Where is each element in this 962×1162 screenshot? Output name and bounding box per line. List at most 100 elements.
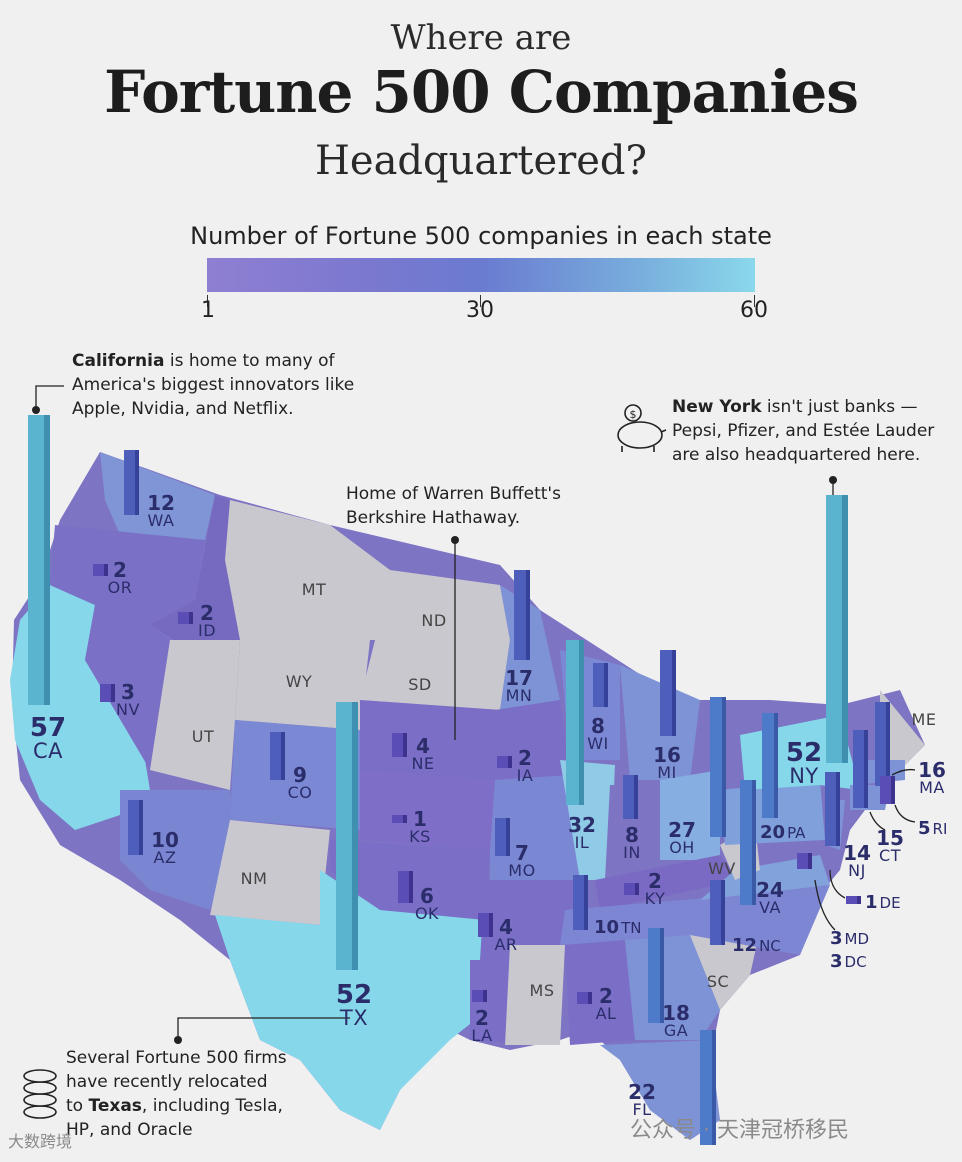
state-in (605, 785, 660, 880)
bar-in (623, 775, 634, 819)
ca-leader-line (35, 385, 64, 410)
state-label-wy: WY (285, 672, 313, 691)
bar-nv (100, 684, 111, 702)
state-mt (225, 500, 390, 640)
bar-co (270, 732, 281, 780)
tx-leader-line (177, 1017, 350, 1040)
state-label-va: 24 VA (756, 878, 784, 917)
bar-ne (392, 733, 403, 757)
state-label-id: 2 ID (197, 601, 217, 640)
state-nm (210, 820, 330, 925)
state-label-ks: 1 KS (409, 807, 431, 846)
state-label-wa: 12 WA (147, 491, 175, 530)
state-me (880, 690, 925, 770)
state-label-ms: MS (529, 981, 555, 1000)
state-ar (480, 880, 580, 960)
state-label-wi: 8 WI (587, 714, 609, 753)
bar-ks (392, 815, 403, 823)
md-arrow (814, 879, 836, 931)
state-label-in: 8 IN (623, 823, 641, 862)
main-title: Fortune 500 Companies (104, 58, 859, 126)
state-az (120, 790, 235, 910)
bar-tx (336, 702, 352, 970)
bar-oh (710, 697, 722, 837)
state-label-il: 32 IL (568, 813, 596, 852)
state-label-az: 10 AZ (151, 828, 179, 867)
piggy-bank-icon (617, 404, 667, 452)
bar-ri (880, 776, 891, 804)
state-label-nj: 14 NJ (843, 841, 871, 880)
texas-annotation: Several Fortune 500 firms have recently … (66, 1048, 287, 1140)
state-label-ga: 18 GA (662, 1001, 690, 1040)
state-oh (660, 770, 720, 860)
bar-al (577, 992, 588, 1004)
state-label-ar: 4 AR (494, 915, 518, 954)
state-label-me: ME (911, 710, 937, 729)
state-label-wv: WV (708, 859, 736, 878)
bar-nc (710, 880, 721, 945)
state-label-ut: UT (191, 727, 215, 746)
bar-mn (514, 570, 526, 660)
state-label-co: 9 CO (287, 763, 313, 802)
state-label-ct: 15 CT (876, 826, 904, 865)
state-fl (600, 1040, 720, 1140)
state-label-ri: 5 RI (918, 818, 948, 839)
bar-va (740, 780, 752, 905)
state-label-tx: 52 TX (335, 980, 373, 1030)
state-ut (150, 640, 240, 790)
state-label-ny: 52 NY (785, 738, 823, 788)
state-co (230, 720, 360, 830)
legend-tick-min (207, 295, 208, 307)
piggy-dollar-glyph: $ (630, 408, 637, 421)
bar-wi (593, 663, 604, 707)
state-sc (690, 930, 760, 1010)
state-label-oh: 27 OH (668, 818, 696, 857)
state-ky (595, 855, 740, 910)
legend-title: Number of Fortune 500 companies in each … (190, 222, 772, 250)
state-label-ca: 57 CA (29, 713, 67, 763)
bar-ct (853, 730, 864, 808)
bar-mi (660, 650, 672, 736)
state-label-fl: 22 FL (628, 1080, 656, 1119)
state-label-nd: ND (421, 611, 447, 630)
bar-il (566, 640, 579, 805)
bar-ga (648, 928, 660, 1023)
state-label-sd: SD (408, 675, 432, 694)
state-nv (85, 605, 170, 770)
nebraska-annotation: Home of Warren Buffett's Berkshire Hatha… (346, 484, 561, 528)
state-label-nc: 12 NC (732, 935, 781, 956)
new-york-annotation: New York isn't just banks — Pepsi, Pfize… (672, 397, 935, 465)
state-label-nm: NM (240, 869, 268, 888)
state-label-la: 2 LA (471, 1006, 493, 1045)
bar-az (128, 800, 139, 855)
tx-leader-dot (174, 1036, 182, 1044)
coin-stack-icon (23, 1069, 57, 1119)
legend-tick-mid (480, 295, 481, 307)
state-label-mo: 7 MO (508, 841, 536, 880)
bar-ky (624, 883, 635, 895)
bar-ia (497, 756, 508, 768)
state-label-mi: 16 MI (653, 743, 681, 782)
bar-ma (875, 702, 886, 786)
state-label-md: 3 MD (830, 928, 870, 949)
state-ia (495, 700, 570, 780)
bar-mo (495, 818, 506, 856)
state-label-pa: 20 PA (760, 822, 806, 843)
state-label-al: 2 AL (595, 984, 617, 1023)
state-id (150, 495, 240, 650)
state-label-tn: 10 TN (594, 917, 642, 938)
de-arrow (829, 869, 846, 899)
bar-or (93, 564, 104, 576)
ri-arrow (894, 804, 916, 823)
legend-gradient-bar (207, 258, 755, 292)
ne-leader-dot (451, 536, 459, 544)
bar-fl (700, 1030, 712, 1145)
state-label-ky: 2 KY (644, 869, 666, 908)
bar-ny (826, 495, 842, 763)
state-al (565, 940, 635, 1045)
ct-arrow (869, 811, 886, 831)
state-label-ia: 2 IA (516, 746, 534, 785)
bar-la (472, 990, 483, 1002)
legend-min-label: 1 (201, 298, 215, 323)
bar-de (846, 896, 857, 904)
